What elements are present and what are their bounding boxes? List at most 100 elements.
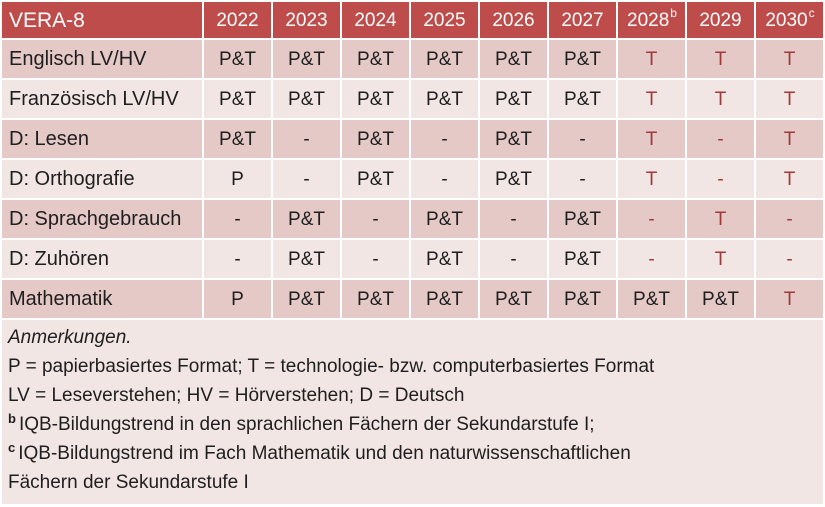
table-cell: P&T [618, 280, 685, 318]
footnote-c: c IQB-Bildungstrend im Fach Mathematik un… [8, 439, 631, 464]
table-row-sprachgebrauch: D: Sprachgebrauch - P&T - P&T - P&T - T … [2, 200, 823, 238]
table-row-zuhoeren: D: Zuhören - P&T - P&T - P&T - T - [2, 240, 823, 278]
table-row-orthografie: D: Orthografie P - P&T - P&T - T - T [2, 160, 823, 198]
table-cell: T [756, 40, 823, 78]
table-cell: P&T [204, 40, 271, 78]
table-cell: P&T [273, 40, 340, 78]
footnote-c-continuation: Fächern der Sekundarstufe I [8, 472, 249, 493]
footnote-c-marker: c [8, 439, 16, 455]
table-cell: T [687, 240, 754, 278]
table-cell: P&T [273, 200, 340, 238]
row-label: Englisch LV/HV [2, 40, 202, 78]
table-cell: - [411, 120, 478, 158]
table-cell: P&T [273, 80, 340, 118]
table-cell: - [273, 160, 340, 198]
column-header-2024: 2024 [342, 2, 409, 38]
table-row-englisch: Englisch LV/HV P&T P&T P&T P&T P&T P&T T… [2, 40, 823, 78]
table-cell: P&T [480, 160, 547, 198]
table-cell: - [687, 160, 754, 198]
table-cell: T [756, 120, 823, 158]
table-cell: - [273, 120, 340, 158]
column-superscript-b: b [670, 6, 677, 21]
column-header-2025: 2025 [411, 2, 478, 38]
table-cell: P&T [342, 160, 409, 198]
table-cell: P&T [480, 280, 547, 318]
column-header-2030: 2030c [756, 2, 823, 38]
table-cell: - [756, 240, 823, 278]
column-header-2029: 2029 [687, 2, 754, 38]
table-cell: P&T [549, 40, 616, 78]
table-cell: - [549, 160, 616, 198]
notes-heading: Anmerkungen. [8, 327, 132, 348]
table-cell: P&T [342, 80, 409, 118]
table-cell: P&T [411, 40, 478, 78]
table-cell: - [618, 240, 685, 278]
header-row: VERA-8 2022 2023 2024 2025 2026 2027 202… [2, 2, 823, 38]
table-cell: P&T [411, 240, 478, 278]
table-cell: T [756, 160, 823, 198]
table-cell: T [687, 80, 754, 118]
table-cell: - [204, 200, 271, 238]
row-label: D: Orthografie [2, 160, 202, 198]
column-header-2028: 2028b [618, 2, 685, 38]
table-cell: T [687, 200, 754, 238]
table-cell: T [618, 40, 685, 78]
table-cell: - [204, 240, 271, 278]
column-header-2023: 2023 [273, 2, 340, 38]
table-cell: - [687, 120, 754, 158]
table-cell: P&T [273, 280, 340, 318]
table-cell: P&T [342, 280, 409, 318]
table-cell: P [204, 160, 271, 198]
table-cell: P&T [480, 40, 547, 78]
table-cell: P [204, 280, 271, 318]
column-header-2022: 2022 [204, 2, 271, 38]
table-cell: P&T [480, 80, 547, 118]
table-cell: T [618, 80, 685, 118]
table-cell: P&T [480, 120, 547, 158]
table-cell: T [618, 160, 685, 198]
row-label: Französisch LV/HV [2, 80, 202, 118]
table-cell: - [618, 200, 685, 238]
notes-legend-formats: P = papierbasiertes Format; T = technolo… [8, 356, 655, 377]
table-row-franzoesisch: Französisch LV/HV P&T P&T P&T P&T P&T P&… [2, 80, 823, 118]
row-label: D: Sprachgebrauch [2, 200, 202, 238]
table-cell: - [480, 240, 547, 278]
table-row-mathematik: Mathematik P P&T P&T P&T P&T P&T P&T P&T… [2, 280, 823, 318]
table-cell: P&T [549, 200, 616, 238]
notes-section: Anmerkungen. P = papierbasiertes Format;… [2, 320, 823, 504]
table-cell: P&T [204, 120, 271, 158]
table-cell: P&T [549, 80, 616, 118]
table-cell: T [687, 40, 754, 78]
table-cell: - [411, 160, 478, 198]
table-cell: P&T [342, 120, 409, 158]
vera8-schedule-table: VERA-8 2022 2023 2024 2025 2026 2027 202… [2, 2, 823, 318]
table-cell: - [480, 200, 547, 238]
table-cell: - [756, 200, 823, 238]
column-superscript-c: c [808, 6, 815, 21]
table-cell: - [342, 200, 409, 238]
table-cell: - [342, 240, 409, 278]
row-label: Mathematik [2, 280, 202, 318]
column-header-2027: 2027 [549, 2, 616, 38]
table-cell: P&T [411, 200, 478, 238]
notes-legend-abbreviations: LV = Leseverstehen; HV = Hörverstehen; D… [8, 385, 465, 406]
footnote-b: b IQB-Bildungstrend in den sprachlichen F… [8, 410, 595, 435]
table-cell: T [756, 280, 823, 318]
footnote-b-marker: b [8, 410, 16, 426]
column-header-2026: 2026 [480, 2, 547, 38]
table-cell: - [549, 120, 616, 158]
table-cell: P&T [549, 280, 616, 318]
row-label: D: Zuhören [2, 240, 202, 278]
row-label: D: Lesen [2, 120, 202, 158]
table-cell: P&T [687, 280, 754, 318]
table-row-lesen: D: Lesen P&T - P&T - P&T - T - T [2, 120, 823, 158]
table-cell: P&T [204, 80, 271, 118]
table-cell: P&T [342, 40, 409, 78]
table-cell: T [756, 80, 823, 118]
table-cell: T [618, 120, 685, 158]
table-cell: P&T [549, 240, 616, 278]
table-cell: P&T [411, 80, 478, 118]
table-title: VERA-8 [2, 2, 202, 38]
table-cell: P&T [411, 280, 478, 318]
